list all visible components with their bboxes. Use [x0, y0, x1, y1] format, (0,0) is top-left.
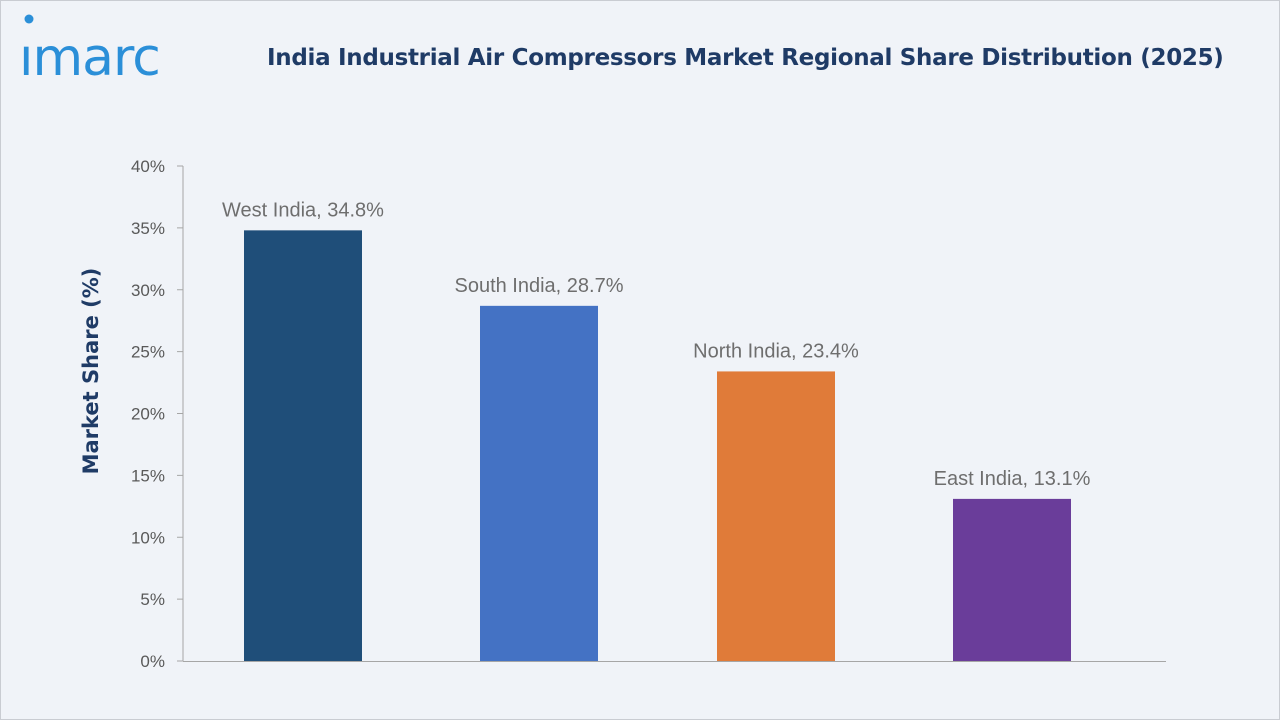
data-label: South India, 28.7%: [454, 275, 623, 297]
y-tick-label: 35%: [131, 219, 165, 238]
data-label: North India, 23.4%: [693, 340, 859, 362]
bar-east-india: [953, 498, 1071, 661]
logo-wordmark: ımarc: [19, 28, 160, 83]
y-tick-label: 25%: [131, 343, 165, 362]
bar-north-india: [717, 371, 835, 661]
data-label: East India, 13.1%: [934, 468, 1091, 490]
y-tick-label: 20%: [131, 405, 165, 424]
y-tick-label: 15%: [131, 466, 165, 485]
y-tick-label: 30%: [131, 281, 165, 300]
imarc-logo: ımarc: [19, 13, 209, 83]
data-label: West India, 34.8%: [222, 199, 384, 221]
y-axis-title: Market Share (%): [79, 268, 103, 475]
y-tick-label: 40%: [131, 157, 165, 176]
y-tick-label: 10%: [131, 528, 165, 547]
y-tick-label: 5%: [140, 590, 165, 609]
logo-dot: [24, 14, 34, 24]
bar-south-india: [480, 305, 598, 661]
y-tick-label: 0%: [140, 652, 165, 671]
chart-title: India Industrial Air Compressors Market …: [267, 45, 1224, 71]
bar-west-india: [244, 230, 362, 661]
